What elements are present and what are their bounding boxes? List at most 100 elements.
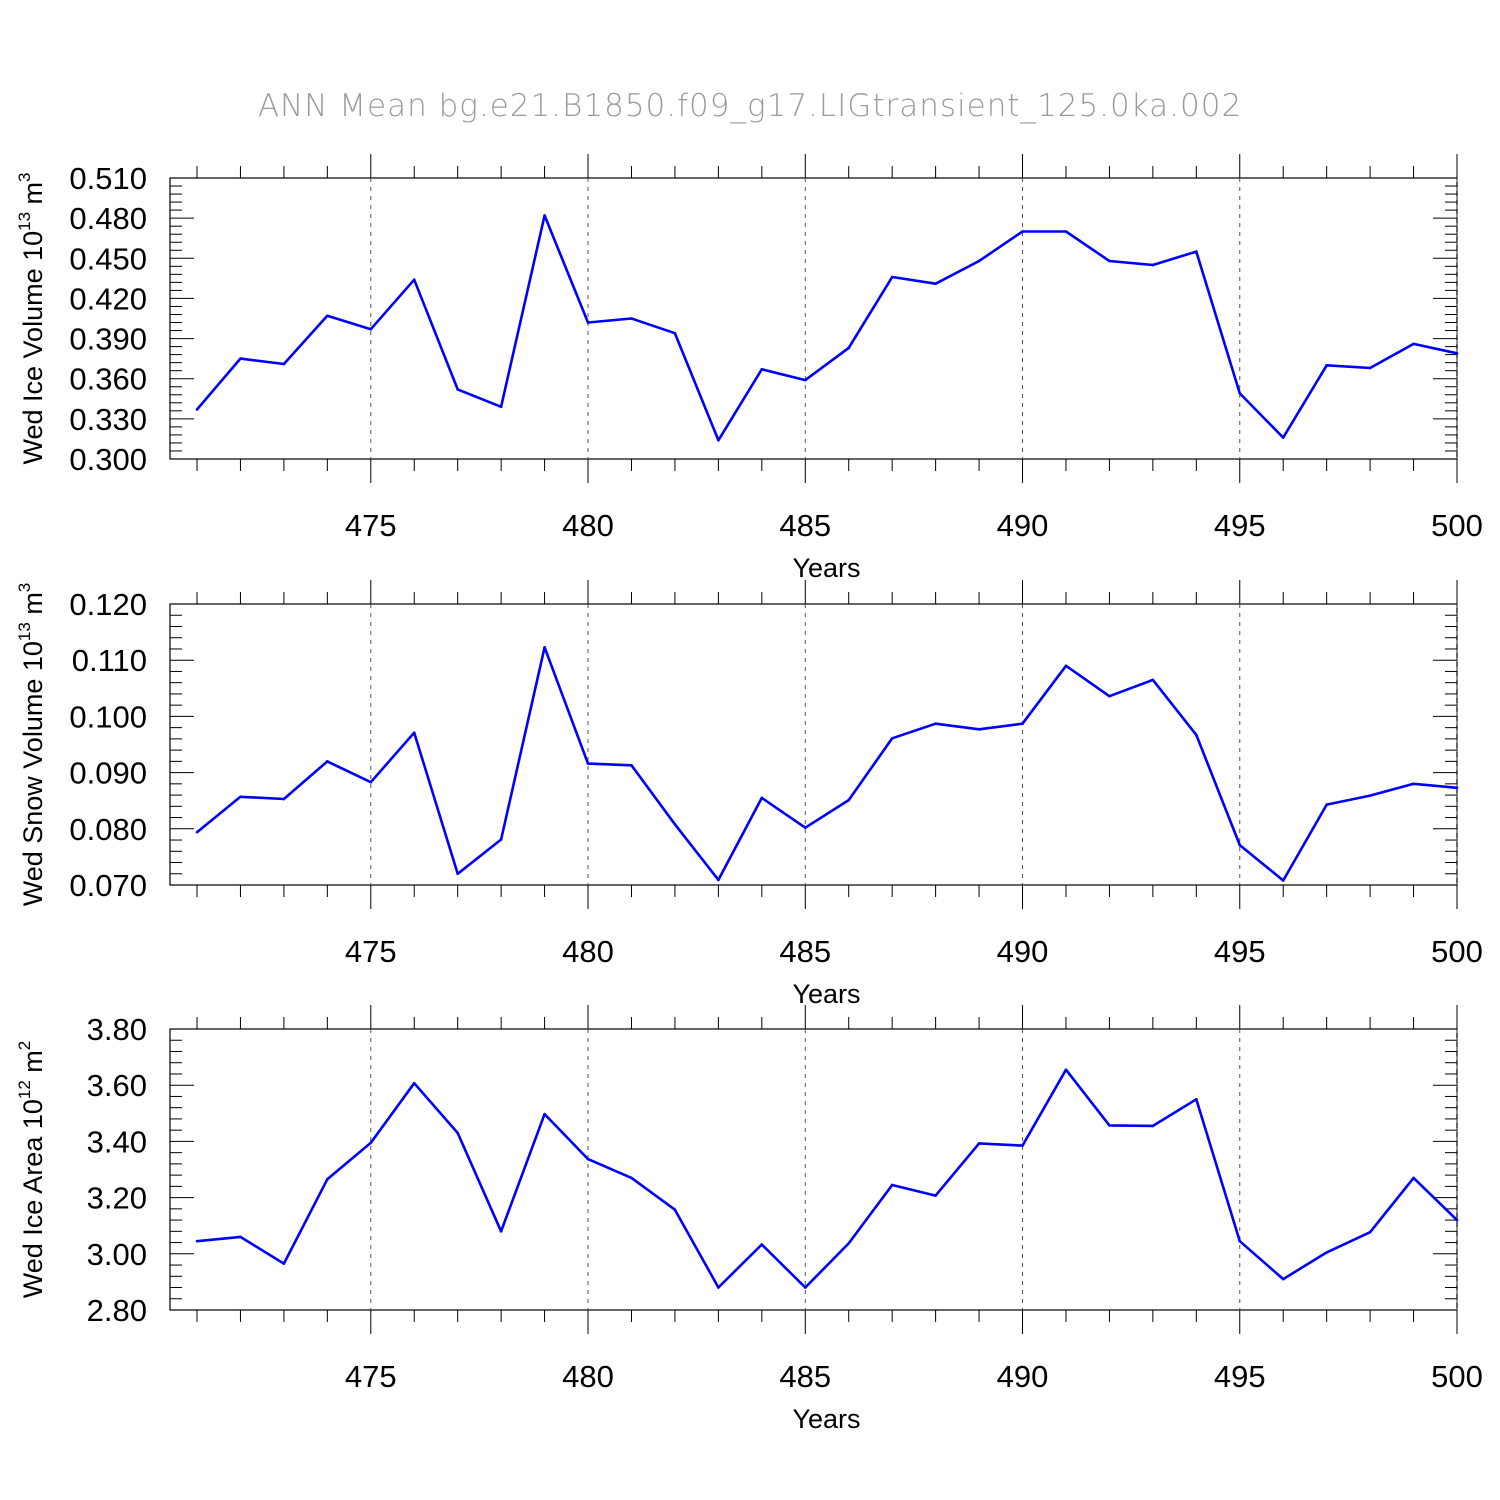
data-point xyxy=(456,1131,459,1135)
y-tick-label: 0.070 xyxy=(69,868,147,903)
data-point xyxy=(760,368,764,371)
y-axis-title-part: m xyxy=(18,1050,48,1080)
y-axis-title: Wed Ice Volume 1013 m3 xyxy=(15,172,48,464)
y-tick-label: 0.300 xyxy=(69,442,147,477)
data-point xyxy=(1064,1068,1068,1072)
data-point xyxy=(239,357,242,360)
data-point xyxy=(673,823,677,826)
x-tick-label: 490 xyxy=(997,934,1049,969)
plot-frame xyxy=(169,177,1458,460)
data-point xyxy=(717,438,720,442)
data-point xyxy=(1455,351,1459,355)
data-point xyxy=(456,388,459,391)
y-tick-label: 0.330 xyxy=(69,402,147,437)
data-point xyxy=(412,1081,416,1085)
data-point xyxy=(890,737,894,740)
y-axis-title-superscript: 13 xyxy=(15,212,34,231)
y-axis-title-superscript: 2 xyxy=(15,1041,34,1050)
y-tick-label: 0.100 xyxy=(69,699,147,734)
data-point xyxy=(1368,366,1372,370)
data-point xyxy=(1021,722,1024,726)
chart-panel-3: 475 480 485 490 495 500 2.80 3.00 3.20 3.40 3.60 3.… xyxy=(15,1005,1483,1434)
data-point xyxy=(1238,392,1242,395)
y-tick-label: 0.110 xyxy=(72,643,147,678)
y-tick-label: 0.360 xyxy=(69,362,147,397)
y-tick-label: 0.510 xyxy=(69,161,147,196)
x-tick-label: 490 xyxy=(997,1359,1049,1394)
data-point xyxy=(195,830,199,834)
data-point xyxy=(847,798,851,802)
x-tick-label: 500 xyxy=(1431,508,1483,543)
data-point xyxy=(1412,342,1415,346)
y-axis-title-part: Wed Snow Volume 10 xyxy=(18,641,48,906)
data-point xyxy=(890,275,894,279)
x-tick-label: 475 xyxy=(345,934,397,969)
y-axis-title: Wed Ice Area 1012 m2 xyxy=(15,1041,48,1299)
data-point xyxy=(760,796,764,800)
plot-frame xyxy=(169,603,1458,886)
panels: 475 480 485 490 495 500 0.300 0.330 0.360 0.390 0.… xyxy=(15,154,1483,1434)
x-axis-title: Years xyxy=(792,553,860,583)
data-point xyxy=(195,408,199,411)
y-axis-title-superscript: 13 xyxy=(15,622,34,641)
data-point xyxy=(586,1157,590,1161)
series-line xyxy=(196,214,1458,442)
data-point xyxy=(1281,879,1285,882)
x-tick-label: 480 xyxy=(562,508,614,543)
y-tick-label: 3.20 xyxy=(87,1181,147,1216)
data-point xyxy=(1151,1124,1155,1128)
data-point xyxy=(934,1194,937,1197)
x-tick-label: 490 xyxy=(997,508,1049,543)
y-tick-label: 0.390 xyxy=(69,322,147,357)
data-point xyxy=(803,1286,807,1289)
x-tick-label: 485 xyxy=(779,934,831,969)
x-tick-label: 495 xyxy=(1214,934,1266,969)
data-point xyxy=(369,780,373,784)
data-point xyxy=(239,795,242,799)
data-point xyxy=(1412,1176,1415,1180)
data-point xyxy=(499,838,503,841)
y-axis-title-part: Wed Ice Area 10 xyxy=(18,1099,48,1298)
data-point xyxy=(803,378,807,382)
data-point xyxy=(1151,678,1155,682)
y-axis-title-superscript: 12 xyxy=(15,1080,34,1099)
data-point xyxy=(1412,782,1415,786)
data-point xyxy=(543,645,546,649)
x-axis-title: Years xyxy=(792,1404,860,1434)
y-axis-title-part: m xyxy=(18,592,48,622)
data-point xyxy=(543,1112,546,1116)
data-point xyxy=(934,722,937,726)
x-axis-title: Years xyxy=(792,979,860,1009)
data-point xyxy=(1021,1144,1024,1147)
data-point xyxy=(673,331,677,335)
data-point xyxy=(1064,230,1068,233)
data-point xyxy=(1368,794,1372,797)
data-point xyxy=(1064,664,1068,668)
data-point xyxy=(1108,1124,1111,1127)
data-point xyxy=(239,1235,242,1239)
y-tick-label: 0.080 xyxy=(69,812,147,847)
data-point xyxy=(282,1262,286,1265)
y-axis-title: Wed Snow Volume 1013 m3 xyxy=(15,583,48,907)
data-point xyxy=(717,1286,720,1289)
data-point xyxy=(1195,733,1198,737)
y-tick-label: 0.480 xyxy=(69,201,147,236)
data-point xyxy=(630,763,633,767)
data-point xyxy=(1325,364,1328,367)
data-point xyxy=(326,760,329,763)
y-axis-title-part: Wed Ice Volume 10 xyxy=(18,231,48,465)
data-point xyxy=(326,1178,329,1181)
x-tick-label: 475 xyxy=(345,1359,397,1394)
x-tick-label: 475 xyxy=(345,508,397,543)
data-point xyxy=(673,1208,677,1211)
y-tick-label: 2.80 xyxy=(87,1293,147,1328)
data-point xyxy=(1195,250,1198,253)
data-point xyxy=(1368,1230,1372,1234)
data-point xyxy=(977,728,981,731)
data-point xyxy=(456,872,459,876)
data-point xyxy=(847,1242,851,1245)
data-point xyxy=(1281,436,1285,439)
data-point xyxy=(1325,803,1328,806)
x-tick-label: 480 xyxy=(562,934,614,969)
